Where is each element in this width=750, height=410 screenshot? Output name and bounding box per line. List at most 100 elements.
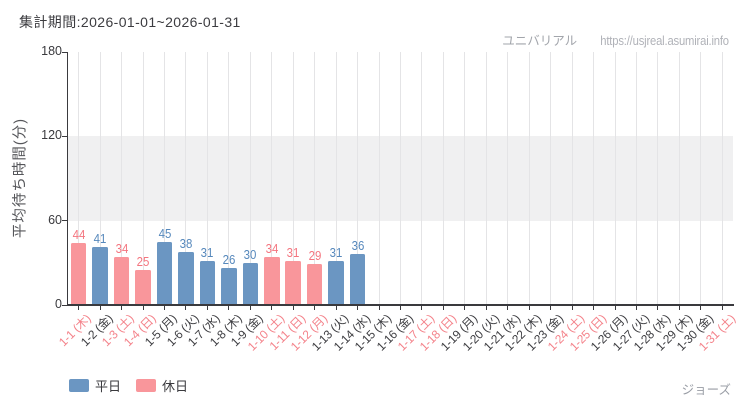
gridline — [507, 52, 509, 305]
y-tick-mark — [62, 135, 67, 137]
bar-value-label: 34 — [115, 241, 128, 257]
gridline — [721, 52, 723, 305]
x-tick-mark — [700, 305, 702, 310]
gridline — [400, 52, 401, 305]
gridline — [378, 52, 380, 305]
y-tick-label: 60 — [48, 212, 62, 227]
x-tick-mark — [485, 305, 487, 310]
y-tick-label: 120 — [41, 128, 62, 143]
holiday-legend-label: 休日 — [162, 379, 189, 394]
gridline — [228, 52, 230, 305]
x-tick-mark — [442, 305, 444, 310]
bar — [70, 243, 87, 305]
gridline — [657, 52, 659, 305]
x-tick-mark — [228, 305, 230, 310]
x-tick-mark — [593, 305, 595, 310]
gridline — [271, 52, 273, 305]
bar — [285, 261, 301, 305]
bar-value-label: 30 — [243, 246, 257, 262]
bar — [178, 251, 194, 305]
gridline — [700, 52, 702, 305]
gridline — [121, 52, 123, 305]
holiday-legend-swatch — [136, 379, 157, 392]
bar-value-label: 45 — [158, 225, 171, 241]
bar-value-label: 41 — [93, 231, 107, 247]
gridline — [678, 52, 680, 305]
x-tick-mark — [507, 305, 509, 310]
x-tick-mark — [121, 305, 123, 310]
gridline — [550, 52, 552, 305]
x-tick-mark — [614, 305, 616, 310]
gridline — [571, 52, 573, 305]
site-url-label: https://usjreal.asumirai.info — [600, 34, 729, 48]
gridline — [142, 52, 144, 305]
x-tick-mark — [142, 305, 144, 310]
aggregation-period-label: 集計期間:2026-01-01~2026-01-31 — [19, 14, 241, 30]
bar — [113, 257, 130, 305]
gridline — [185, 52, 187, 305]
bar-value-label: 36 — [351, 238, 364, 254]
gridline — [421, 52, 423, 305]
chart-plot-area: 44 41 34 25 45 38 31 26 30 34 31 29 31 36 — [62, 51, 734, 310]
gridline — [314, 52, 316, 305]
x-tick-mark — [292, 305, 294, 310]
x-tick-mark — [164, 305, 166, 310]
x-tick-mark — [464, 305, 466, 310]
bar — [242, 262, 259, 305]
x-tick-mark — [99, 305, 101, 310]
site-name-label: ユニバリアル — [502, 34, 578, 48]
weekday-legend-label: 平日 — [95, 379, 122, 394]
gridline — [292, 52, 294, 305]
gridline — [464, 52, 466, 305]
gridline — [206, 52, 208, 305]
bar — [92, 247, 108, 305]
x-tick-mark — [528, 305, 530, 310]
site-watermark: ユニバリアル https://usjreal.asumirai.info — [502, 30, 729, 49]
x-tick-mark — [421, 305, 423, 310]
y-tick-mark — [62, 51, 67, 53]
gridline — [78, 52, 80, 305]
bar — [306, 264, 323, 305]
gridline — [614, 52, 616, 305]
gridline — [528, 52, 530, 305]
bar-value-label: 38 — [179, 235, 193, 251]
bar — [135, 269, 151, 305]
x-axis-line — [67, 304, 734, 306]
x-tick-mark — [78, 305, 80, 310]
y-tick-label: 0 — [55, 297, 62, 311]
gridline — [635, 52, 637, 305]
gridline — [485, 52, 487, 305]
x-tick-mark — [635, 305, 637, 310]
x-tick-mark — [378, 305, 380, 310]
x-tick-mark — [678, 305, 680, 310]
bar-value-label: 31 — [201, 245, 214, 261]
x-tick-mark — [400, 305, 401, 310]
bar-value-label: 29 — [308, 248, 322, 264]
y-tick-label: 180 — [41, 44, 62, 58]
attraction-name-label: ジョーズ — [681, 383, 731, 397]
y-axis-line — [66, 52, 68, 306]
bar-value-label: 26 — [222, 252, 236, 268]
y-tick-mark — [62, 220, 67, 222]
bar — [156, 241, 173, 305]
x-tick-mark — [357, 305, 359, 310]
x-tick-mark — [271, 305, 273, 310]
x-tick-mark — [571, 305, 573, 310]
legend-item-holiday[interactable]: 休日 — [136, 376, 188, 395]
legend-item-weekday[interactable]: 平日 — [69, 376, 121, 395]
x-tick-mark — [249, 305, 251, 310]
x-tick-mark — [185, 305, 187, 310]
bar — [349, 254, 366, 305]
bar-value-label: 31 — [329, 245, 343, 261]
x-tick-mark — [721, 305, 723, 310]
x-tick-mark — [550, 305, 552, 310]
bar — [221, 268, 237, 305]
bar-value-label: 31 — [286, 245, 300, 261]
x-tick-mark — [657, 305, 659, 310]
bar-value-label: 44 — [72, 227, 86, 243]
bar — [264, 257, 280, 305]
gridline — [357, 52, 359, 305]
x-tick-mark — [314, 305, 316, 310]
weekday-legend-swatch — [69, 379, 89, 392]
bar-value-label: 25 — [136, 253, 150, 269]
